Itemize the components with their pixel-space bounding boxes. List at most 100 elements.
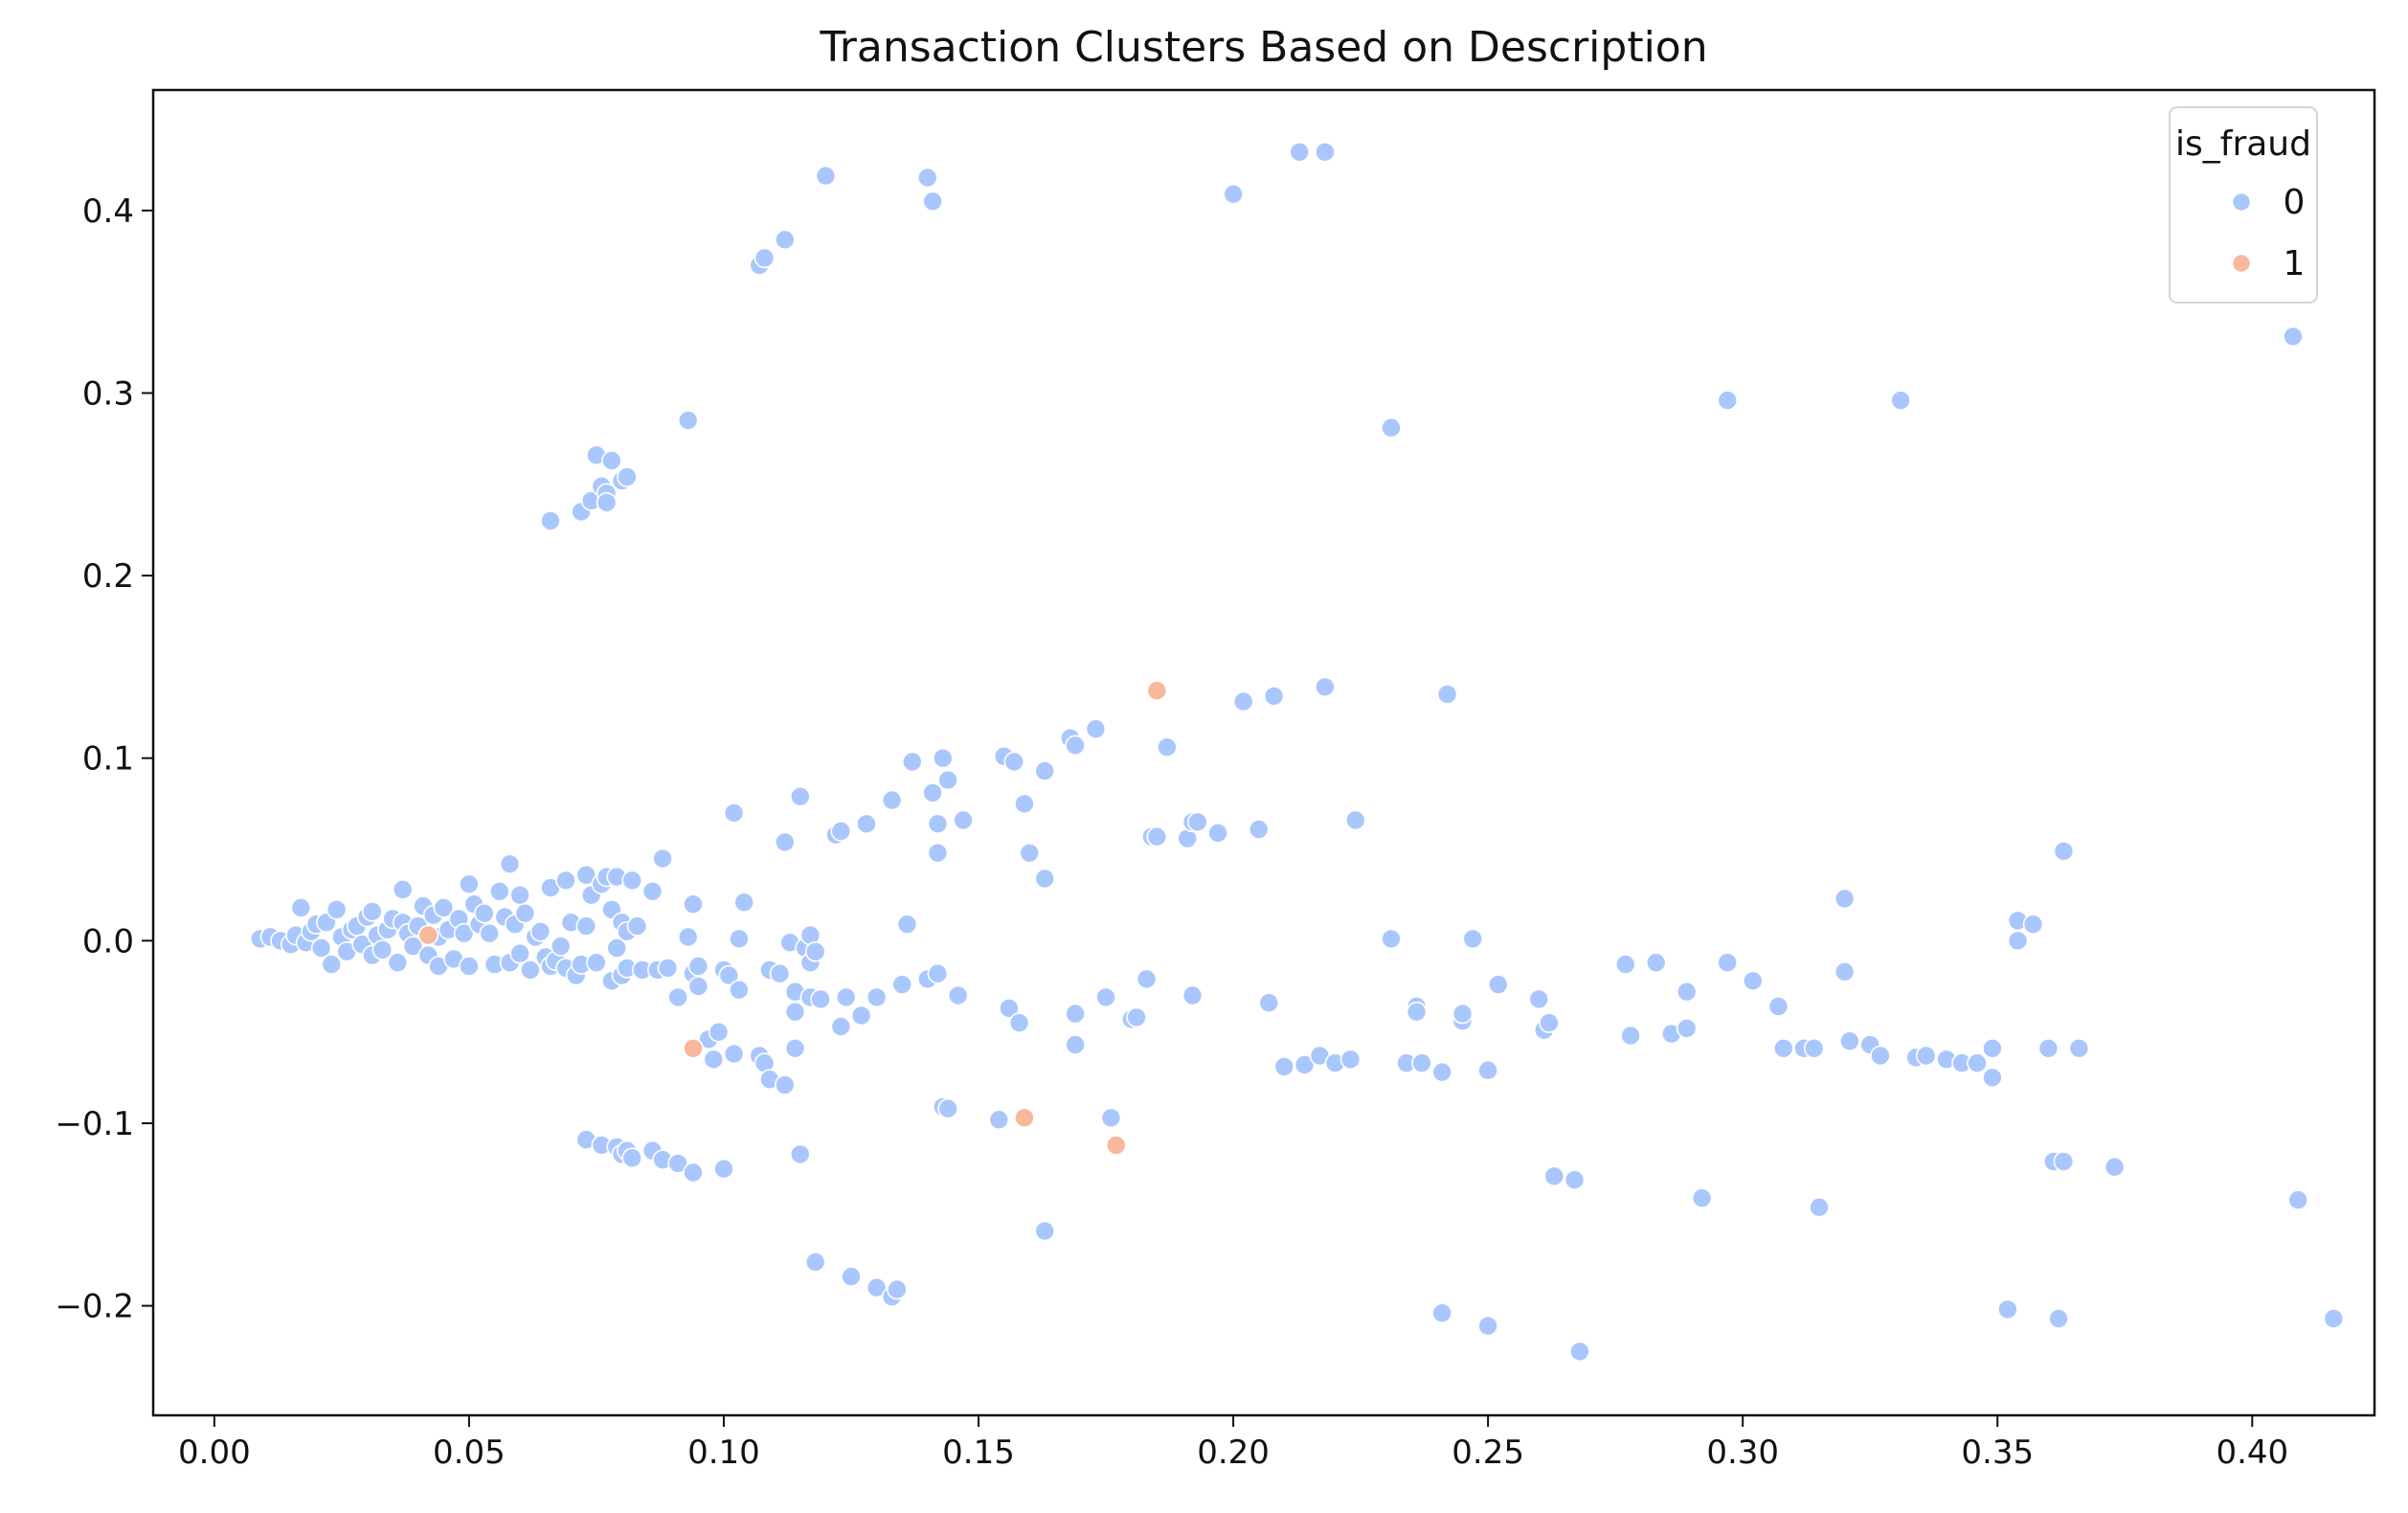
- legend-label-1: 1: [2284, 244, 2306, 283]
- data-point-fraud-0: [657, 958, 679, 979]
- data-point-fraud-0: [290, 897, 312, 918]
- y-tick-label: 0.0: [82, 922, 134, 960]
- data-point-fraud-0: [2068, 1038, 2090, 1059]
- data-point-fraud-0: [784, 1038, 806, 1059]
- data-point-fraud-0: [1381, 928, 1402, 950]
- data-point-fraud-0: [1294, 1054, 1316, 1075]
- data-point-fraud-0: [687, 976, 709, 997]
- data-point-fraud-0: [392, 879, 414, 900]
- data-point-fraud-0: [1539, 1012, 1560, 1033]
- data-point-fraud-0: [1839, 1030, 1860, 1051]
- data-point-fraud-0: [1289, 142, 1310, 163]
- y-tick-label: 0.2: [82, 557, 134, 596]
- data-point-fraud-0: [1181, 984, 1204, 1006]
- data-point-fraud-0: [922, 782, 943, 803]
- data-point-fraud-0: [2283, 326, 2304, 348]
- legend-title: is_fraud: [2175, 124, 2311, 164]
- data-point-fraud-0: [1003, 751, 1025, 773]
- data-point-fraud-0: [815, 165, 837, 187]
- legend-marker-0: [2231, 192, 2252, 213]
- axis-ticks: 0.00 0.05 0.10 0.15 0.20 0.25 0.30 0.35 0.40 −0.2…: [55, 192, 2288, 1472]
- data-points: [249, 142, 2345, 1363]
- data-point-fraud-0: [1034, 1220, 1055, 1242]
- y-tick-label: 0.1: [82, 740, 134, 779]
- data-point-fraud-0: [1743, 970, 1764, 992]
- data-point-fraud-0: [927, 962, 949, 984]
- data-point-fraud-1: [1014, 1107, 1035, 1129]
- data-point-fraud-0: [774, 831, 796, 853]
- data-point-fraud-0: [621, 1147, 643, 1168]
- data-point-fraud-0: [321, 954, 343, 975]
- data-point-fraud-0: [1488, 974, 1509, 995]
- data-point-fraud-0: [774, 229, 796, 251]
- data-point-fraud-0: [891, 974, 913, 995]
- data-point-fraud-0: [1967, 1052, 1988, 1073]
- data-point-fraud-0: [519, 960, 541, 981]
- x-tick-label: 0.10: [687, 1434, 760, 1472]
- data-point-fraud-0: [729, 928, 750, 950]
- data-point-fraud-0: [550, 936, 572, 957]
- data-point-fraud-0: [2053, 1151, 2075, 1172]
- data-point-fraud-0: [1436, 684, 1458, 705]
- x-tick-label: 0.40: [2216, 1434, 2288, 1472]
- data-point-fraud-0: [1315, 142, 1336, 163]
- data-point-fraud-0: [856, 813, 877, 835]
- plot-frame: [151, 88, 2376, 1417]
- data-point-fraud-1: [417, 924, 439, 946]
- y-tick-label: 0.4: [82, 192, 134, 231]
- data-point-fraud-0: [1691, 1187, 1713, 1208]
- data-point-fraud-0: [2022, 914, 2044, 936]
- data-point-fraud-0: [683, 893, 704, 915]
- data-point-fraud-0: [887, 1278, 908, 1300]
- data-point-fraud-0: [708, 1021, 730, 1043]
- data-point-fraud-0: [718, 964, 740, 986]
- data-point-fraud-0: [754, 247, 776, 269]
- data-point-fraud-0: [479, 922, 501, 944]
- data-point-fraud-0: [1773, 1038, 1794, 1059]
- data-point-fraud-0: [459, 873, 480, 895]
- data-point-fraud-0: [1564, 1169, 1586, 1190]
- y-tick-label: 0.3: [82, 374, 134, 413]
- data-point-fraud-0: [1263, 686, 1285, 707]
- data-point-fraud-0: [677, 410, 699, 431]
- data-point-fraud-0: [733, 892, 755, 914]
- data-point-fraud-0: [1528, 988, 1550, 1010]
- data-point-fraud-0: [1890, 390, 1911, 411]
- x-tick-label: 0.35: [1961, 1434, 2034, 1472]
- data-point-fraud-0: [2037, 1038, 2059, 1059]
- data-point-fraud-0: [453, 922, 475, 944]
- x-tick-label: 0.00: [178, 1434, 251, 1472]
- data-point-fraud-0: [2287, 1189, 2308, 1210]
- y-tick-label: −0.1: [55, 1105, 134, 1143]
- data-point-fraud-0: [947, 984, 969, 1006]
- x-tick-label: 0.30: [1706, 1434, 1779, 1472]
- x-tick-label: 0.05: [433, 1434, 506, 1472]
- data-point-fraud-0: [1232, 690, 1254, 712]
- data-point-fraud-0: [1034, 868, 1055, 890]
- data-point-fraud-0: [1431, 1061, 1452, 1083]
- data-point-fraud-0: [830, 821, 852, 842]
- data-point-fraud-0: [1645, 952, 1667, 974]
- data-point-fraud-0: [1717, 390, 1738, 411]
- data-point-fraud-1: [1146, 680, 1168, 702]
- data-point-fraud-0: [1717, 952, 1738, 974]
- data-point-fraud-0: [1207, 823, 1228, 844]
- data-point-fraud-0: [575, 915, 597, 937]
- data-point-fraud-0: [326, 899, 348, 920]
- data-point-fraud-0: [937, 1097, 958, 1119]
- data-point-fraud-1: [683, 1038, 704, 1059]
- data-point-fraud-0: [1339, 1049, 1362, 1071]
- data-point-fraud-0: [1315, 676, 1336, 698]
- data-point-fraud-0: [1157, 736, 1178, 758]
- data-point-fraud-0: [1014, 793, 1035, 815]
- data-point-fraud-0: [617, 466, 638, 487]
- data-point-fraud-0: [937, 769, 958, 791]
- data-point-fraud-0: [927, 842, 949, 864]
- data-point-fraud-0: [1187, 811, 1208, 833]
- data-point-fraud-0: [1834, 888, 1856, 910]
- y-tick-label: −0.2: [55, 1288, 134, 1326]
- data-point-fraud-0: [1248, 819, 1270, 840]
- data-point-fraud-0: [1834, 960, 1856, 982]
- data-point-fraud-0: [1065, 1034, 1086, 1055]
- data-point-fraud-0: [1676, 981, 1698, 1003]
